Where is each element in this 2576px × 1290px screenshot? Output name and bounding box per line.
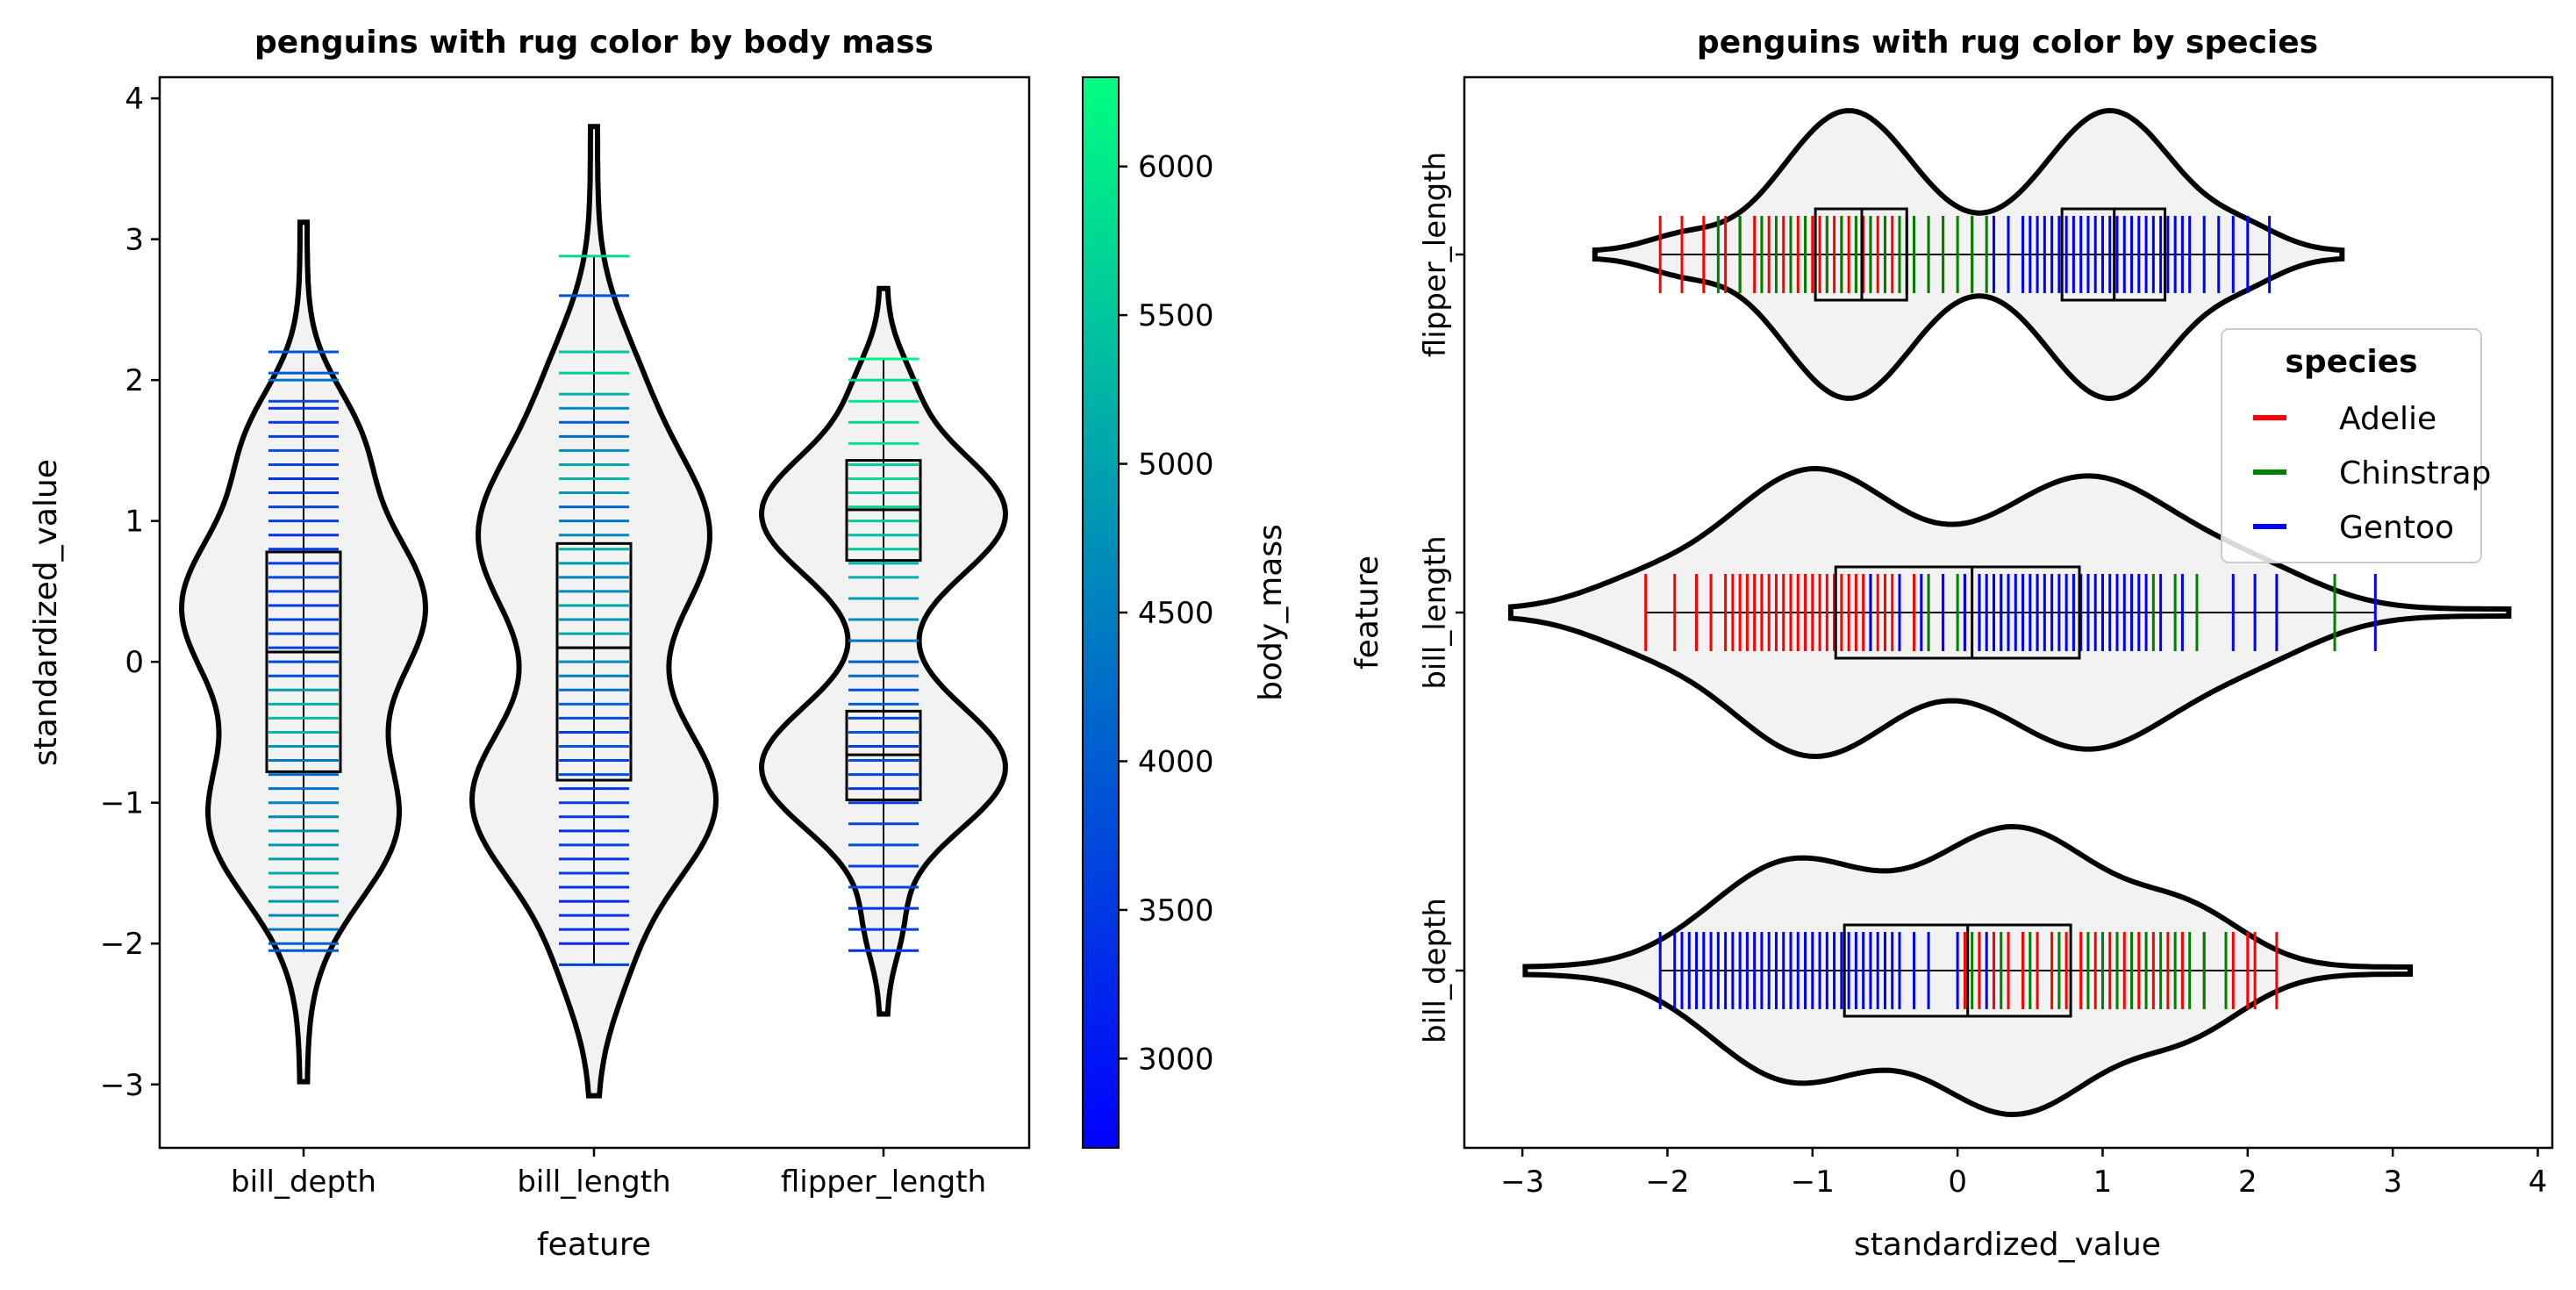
y-tick-label: 0 [125, 645, 144, 680]
right-chart-title: penguins with rug color by species [1697, 25, 2318, 61]
y-tick-label: flipper_length [1418, 152, 1453, 357]
right-x-axis-label: standardized_value [1854, 1227, 2161, 1263]
x-tick-label: −1 [1791, 1165, 1835, 1200]
x-tick-label: bill_depth [231, 1165, 376, 1200]
x-tick-label: −2 [1645, 1165, 1689, 1200]
box-bill_length [555, 541, 633, 782]
y-tick-label: −1 [100, 786, 144, 821]
x-tick-label: 0 [1948, 1165, 1967, 1200]
body-mass-violin-chart: penguins with rug color by body mass fea… [28, 25, 1031, 1263]
x-tick-label: 1 [2093, 1165, 2113, 1200]
box-bill_depth [265, 550, 342, 773]
x-tick-label: 2 [2238, 1165, 2258, 1200]
legend-label-gentoo: Gentoo [2339, 510, 2454, 546]
colorbar-tick-label: 4500 [1138, 596, 1214, 631]
x-tick-label: flipper_length [781, 1165, 986, 1200]
left-y-axis-label: standardized_value [28, 459, 64, 766]
body-mass-colorbar: 3000 3500 4000 4500 5000 5500 6000 body_mass [1082, 76, 1289, 1149]
legend-title: species [2285, 344, 2417, 380]
colorbar-tick-label: 4000 [1138, 744, 1214, 779]
colorbar-tick-label: 5000 [1138, 448, 1214, 483]
colorbar-ticks: 3000 3500 4000 4500 5000 5500 6000 [1119, 150, 1214, 1077]
legend-label-chinstrap: Chinstrap [2339, 455, 2491, 491]
colorbar-gradient [1082, 76, 1120, 1149]
species-violin-chart: penguins with rug color by species stand… [1349, 25, 2554, 1263]
right-violin-layer [1507, 107, 2512, 1118]
right-y-axis-label: feature [1349, 555, 1385, 670]
y-tick-label: bill_depth [1418, 898, 1453, 1043]
x-tick-label: bill_length [517, 1165, 670, 1200]
left-y-axis: −3 −2 −1 0 1 2 3 4 [100, 82, 160, 1103]
x-tick-label: −3 [1500, 1165, 1544, 1200]
y-tick-label: 4 [125, 82, 144, 117]
y-tick-label: −2 [100, 927, 144, 962]
x-tick-label: 4 [2529, 1165, 2548, 1200]
box-bill_depth [1843, 923, 2072, 1018]
legend-label-adelie: Adelie [2339, 401, 2436, 437]
left-x-axis-label: feature [537, 1227, 651, 1263]
left-chart-title: penguins with rug color by body mass [254, 25, 934, 61]
right-y-axis: flipper_length bill_length bill_depth [1418, 152, 1464, 1043]
colorbar-label: body_mass [1253, 524, 1289, 701]
colorbar-tick-label: 3500 [1138, 893, 1214, 928]
colorbar-tick-label: 5500 [1138, 298, 1214, 333]
y-tick-label: bill_length [1418, 535, 1453, 689]
right-x-axis: −3 −2 −1 0 1 2 3 4 [1500, 1148, 2547, 1200]
legend-frame [2221, 328, 2482, 563]
species-legend: species Adelie Chinstrap Gentoo [2221, 328, 2491, 563]
y-tick-label: 1 [125, 505, 144, 540]
legend-entries: Adelie Chinstrap Gentoo [2253, 401, 2491, 546]
colorbar-tick-label: 3000 [1138, 1042, 1214, 1077]
x-tick-label: 3 [2383, 1165, 2402, 1200]
y-tick-label: 3 [125, 223, 144, 258]
y-tick-label: 2 [125, 363, 144, 398]
y-tick-label: −3 [100, 1068, 144, 1103]
box-bill_length [1834, 565, 2081, 660]
left-violin-layer [178, 124, 1009, 1099]
colorbar-tick-label: 6000 [1138, 150, 1214, 185]
left-x-axis: bill_depth bill_length flipper_length [231, 1148, 986, 1200]
